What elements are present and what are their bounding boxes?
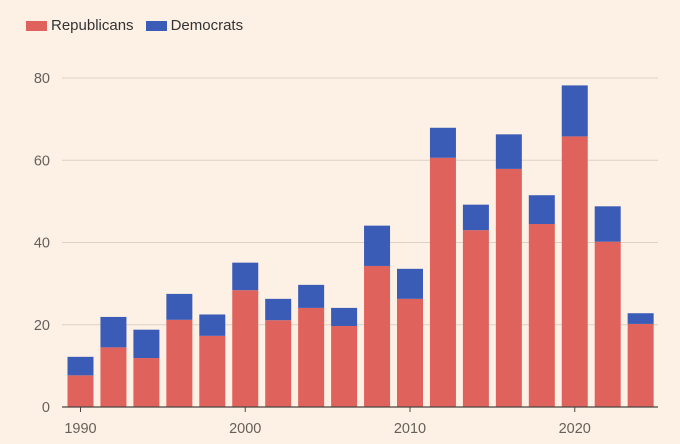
bar-republicans-2008 [364, 265, 391, 407]
bar-republicans-2000 [232, 290, 259, 407]
bar-republicans-2010 [397, 298, 423, 407]
bar-republicans-2002 [265, 320, 292, 407]
bar-democrats-1992 [100, 316, 127, 348]
bar-democrats-1994 [133, 329, 160, 359]
bar-democrats-1990 [67, 356, 94, 376]
y-tick-label-20: 20 [34, 318, 50, 334]
bar-republicans-2024 [627, 323, 654, 407]
legend-label-republicans: Republicans [51, 17, 134, 34]
bar-democrats-2016 [495, 134, 522, 169]
bar-democrats-2002 [265, 298, 292, 321]
x-tick-label-2010: 2010 [394, 421, 426, 437]
bar-democrats-2022 [594, 206, 621, 242]
bar-republicans-1998 [199, 335, 226, 407]
bar-democrats-2014 [462, 204, 489, 231]
bar-democrats-1996 [166, 293, 193, 320]
bar-democrats-2018 [528, 195, 555, 224]
y-tick-label-60: 60 [34, 153, 50, 169]
x-tick-label-2020: 2020 [559, 421, 591, 437]
bar-democrats-2024 [627, 313, 654, 324]
legend-item-republicans: Republicans [26, 17, 134, 34]
y-tick-label-80: 80 [34, 71, 50, 87]
bar-democrats-2012 [429, 127, 456, 158]
bar-republicans-1990 [67, 375, 94, 407]
gridlines [62, 77, 658, 326]
bar-democrats-2006 [331, 307, 358, 326]
y-tick-label-40: 40 [34, 236, 50, 252]
bar-democrats-2010 [397, 268, 423, 299]
bar-republicans-1994 [133, 358, 160, 407]
bar-democrats-2004 [298, 284, 325, 308]
legend: Republicans Democrats [26, 17, 243, 34]
bars [67, 85, 654, 407]
bar-republicans-2004 [298, 307, 325, 407]
y-tick-label-0: 0 [42, 400, 50, 416]
bar-democrats-1998 [199, 314, 226, 336]
bar-republicans-2016 [495, 168, 522, 407]
bar-democrats-2020 [561, 85, 588, 137]
x-tick-label-1990: 1990 [64, 421, 96, 437]
legend-item-democrats: Democrats [145, 17, 244, 34]
bar-republicans-1996 [166, 319, 193, 407]
bar-democrats-2008 [364, 225, 391, 266]
bar-republicans-2006 [331, 325, 358, 407]
bar-republicans-2022 [594, 241, 621, 407]
bar-republicans-2014 [462, 230, 489, 407]
legend-swatch-democrats [145, 20, 167, 31]
axes: 0 20 40 60 80 1990 2000 2010 2020 [34, 71, 658, 437]
bar-republicans-2020 [561, 136, 588, 407]
legend-label-democrats: Democrats [170, 17, 244, 34]
legend-swatch-republicans [26, 20, 47, 31]
bar-republicans-2018 [528, 223, 555, 407]
bar-republicans-1992 [100, 347, 127, 407]
bar-republicans-2012 [429, 157, 456, 407]
bar-democrats-2000 [232, 262, 259, 291]
x-tick-label-2000: 2000 [229, 421, 261, 437]
